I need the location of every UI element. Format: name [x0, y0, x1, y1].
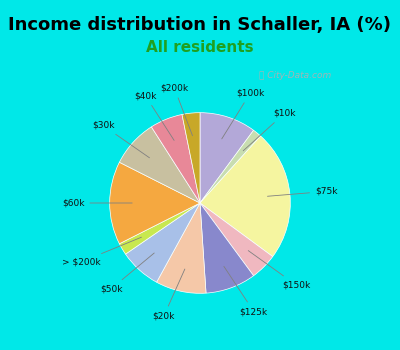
- Wedge shape: [200, 203, 254, 293]
- Text: $40k: $40k: [134, 91, 174, 140]
- Text: All residents: All residents: [146, 40, 254, 55]
- Text: Ⓜ City-Data.com: Ⓜ City-Data.com: [259, 71, 332, 80]
- Text: $30k: $30k: [92, 121, 150, 158]
- Wedge shape: [119, 203, 200, 254]
- Text: $125k: $125k: [224, 266, 268, 316]
- Wedge shape: [182, 113, 200, 203]
- Wedge shape: [200, 113, 254, 203]
- Wedge shape: [119, 127, 200, 203]
- Text: $200k: $200k: [160, 83, 192, 136]
- Wedge shape: [200, 136, 290, 257]
- Text: $75k: $75k: [268, 187, 338, 196]
- Text: $150k: $150k: [248, 251, 310, 289]
- Text: $60k: $60k: [62, 198, 132, 208]
- Wedge shape: [126, 203, 200, 282]
- Text: $10k: $10k: [243, 109, 296, 151]
- Text: $20k: $20k: [153, 269, 185, 320]
- Wedge shape: [151, 114, 200, 203]
- Wedge shape: [156, 203, 206, 293]
- Wedge shape: [110, 162, 200, 244]
- Text: Income distribution in Schaller, IA (%): Income distribution in Schaller, IA (%): [8, 16, 392, 34]
- Text: $50k: $50k: [100, 253, 154, 293]
- Text: $100k: $100k: [222, 89, 264, 139]
- Text: > $200k: > $200k: [62, 237, 142, 266]
- Wedge shape: [200, 203, 273, 276]
- Wedge shape: [200, 130, 260, 203]
